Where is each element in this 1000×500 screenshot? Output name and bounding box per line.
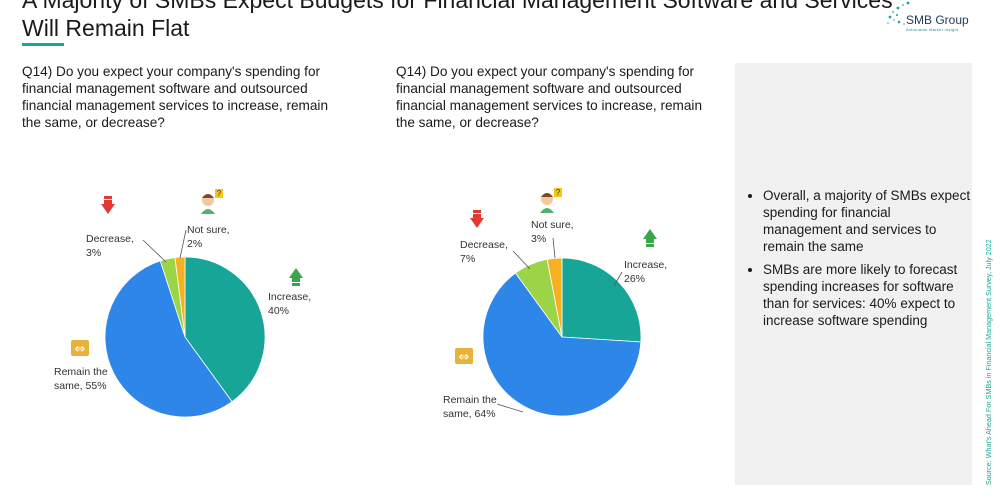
pie-2-arrow-up-icon bbox=[643, 229, 657, 239]
pie-2-arrow-up-icon-base bbox=[646, 244, 654, 247]
pie-1-arrow-down-icon-stem bbox=[104, 200, 112, 204]
logo-tagline: Actionable Market Insight bbox=[906, 27, 959, 32]
pie-2-leader-not-sure bbox=[552, 237, 556, 259]
pie-2-double-arrow-icon-glyph: ⇔ bbox=[459, 350, 470, 365]
pie-1-person-question-icon-badge bbox=[215, 189, 223, 198]
pie-2-arrow-down-icon bbox=[470, 218, 484, 228]
pie-2-leader-remain-the-same bbox=[496, 403, 524, 413]
pie-2-person-question-icon-badge bbox=[554, 188, 562, 197]
pie-1-leader-decrease bbox=[142, 239, 167, 263]
logo-name: SMB Group bbox=[906, 13, 969, 27]
pie-2-slice-increase bbox=[561, 257, 642, 343]
pie-1-arrow-up-icon-stem bbox=[292, 278, 300, 282]
pie-1-double-arrow-icon bbox=[71, 340, 89, 356]
pie-1-leader-not-sure bbox=[179, 229, 187, 259]
pie-2-double-arrow-icon bbox=[455, 348, 473, 364]
pie-1-arrow-down-icon bbox=[101, 204, 115, 214]
pie-2-arrow-up-icon-stem bbox=[646, 239, 654, 243]
pie-1-arrow-up-icon bbox=[289, 268, 303, 278]
pie-1-person-question-icon-mark: ? bbox=[217, 189, 222, 198]
pie-1-label-increase: Increase, 40% bbox=[268, 291, 311, 317]
pie-1-label-decrease: Decrease, 3% bbox=[86, 233, 134, 259]
insight-item: SMBs are more likely to forecast spendin… bbox=[763, 261, 971, 329]
pie-2-person-question-icon-body bbox=[540, 208, 554, 213]
pie-1-double-arrow-icon-glyph: ⇔ bbox=[75, 342, 86, 357]
pie-2-arrow-down-icon-stem bbox=[473, 214, 481, 218]
pie-2-slice-not-sure bbox=[546, 257, 563, 338]
pie-1-label-remain-the-same: Remain the same, 55% bbox=[54, 366, 108, 392]
title-accent-bar bbox=[22, 43, 64, 46]
pie-1-label-not-sure: Not sure, 2% bbox=[187, 224, 230, 250]
question-right: Q14) Do you expect your company's spendi… bbox=[396, 64, 703, 130]
pie-1-arrow-down-icon-top bbox=[104, 196, 112, 199]
logo-dots-swirl-icon bbox=[887, 1, 910, 25]
pie-2-slice-remain-the-same bbox=[482, 272, 642, 417]
pie-2-label-not-sure: Not sure, 3% bbox=[531, 219, 574, 245]
pie-1-person-question-icon-hair bbox=[202, 194, 214, 198]
question-left: Q14) Do you expect your company's spendi… bbox=[22, 64, 329, 130]
pie-2-label-remain-the-same: Remain the same, 64% bbox=[443, 394, 497, 420]
source-note: Source: What's Ahead For SMBs in Financi… bbox=[984, 239, 993, 485]
pie-2-label-increase: Increase, 26% bbox=[624, 259, 667, 285]
pie-2-person-question-icon-hair bbox=[541, 193, 553, 197]
pie-2-arrow-down-icon-top bbox=[473, 210, 481, 213]
pie-1-slice-remain-the-same bbox=[104, 260, 233, 418]
pie-2-leader-increase bbox=[613, 271, 623, 287]
insights-list: Overall, a majority of SMBs expect spend… bbox=[735, 187, 971, 335]
pie-charts: Increase, 40% Remain the same, 55% ⇔ Decrease… bbox=[54, 188, 667, 420]
title-line-1: A Majority of SMBs Expect Budgets for Fi… bbox=[22, 0, 893, 13]
pie-2-label-decrease: Decrease, 7% bbox=[460, 239, 508, 265]
pie-1-person-question-icon-body bbox=[201, 209, 215, 214]
title-line-2: Will Remain Flat bbox=[22, 15, 190, 41]
page-title: A Majority of SMBs Expect Budgets for Fi… bbox=[22, 0, 893, 42]
insight-item: Overall, a majority of SMBs expect spend… bbox=[763, 187, 971, 255]
insights-panel: Overall, a majority of SMBs expect spend… bbox=[735, 63, 972, 485]
pie-1-slice-increase bbox=[184, 256, 266, 403]
pie-2-person-question-icon-mark: ? bbox=[556, 188, 561, 197]
pie-2-leader-decrease bbox=[512, 250, 531, 270]
pie-1-arrow-up-icon-base bbox=[292, 283, 300, 286]
